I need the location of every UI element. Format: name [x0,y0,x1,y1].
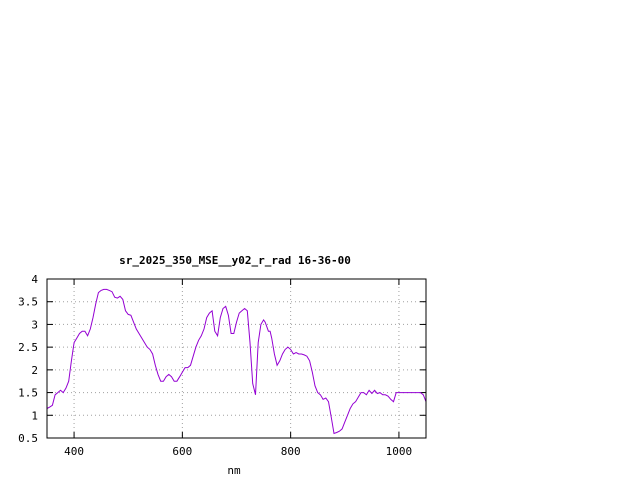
chart-title: sr_2025_350_MSE__y02_r_rad 16-36-00 [119,254,351,267]
y-tick-label: 4 [31,273,38,286]
x-tick-label: 1000 [386,445,413,458]
y-tick-label: 3 [31,318,38,331]
x-axis-label: nm [227,464,241,477]
y-tick-label: 0.5 [18,432,38,445]
series-line [46,288,427,435]
plot-frame [46,278,427,439]
y-tick-label: 2.5 [18,341,38,354]
y-axis: 0.5 1 1.5 2 2.5 3 3.5 4 [18,273,426,445]
y-tick-label: 3.5 [18,296,38,309]
x-tick-label: 800 [281,445,301,458]
x-axis: 400 600 800 1000 [64,279,412,458]
y-tick-label: 1.5 [18,387,38,400]
x-tick-label: 400 [64,445,84,458]
y-tick-label: 2 [31,364,38,377]
x-tick-label: 600 [172,445,192,458]
grid-lines [47,279,426,438]
y-tick-label: 1 [31,409,38,422]
